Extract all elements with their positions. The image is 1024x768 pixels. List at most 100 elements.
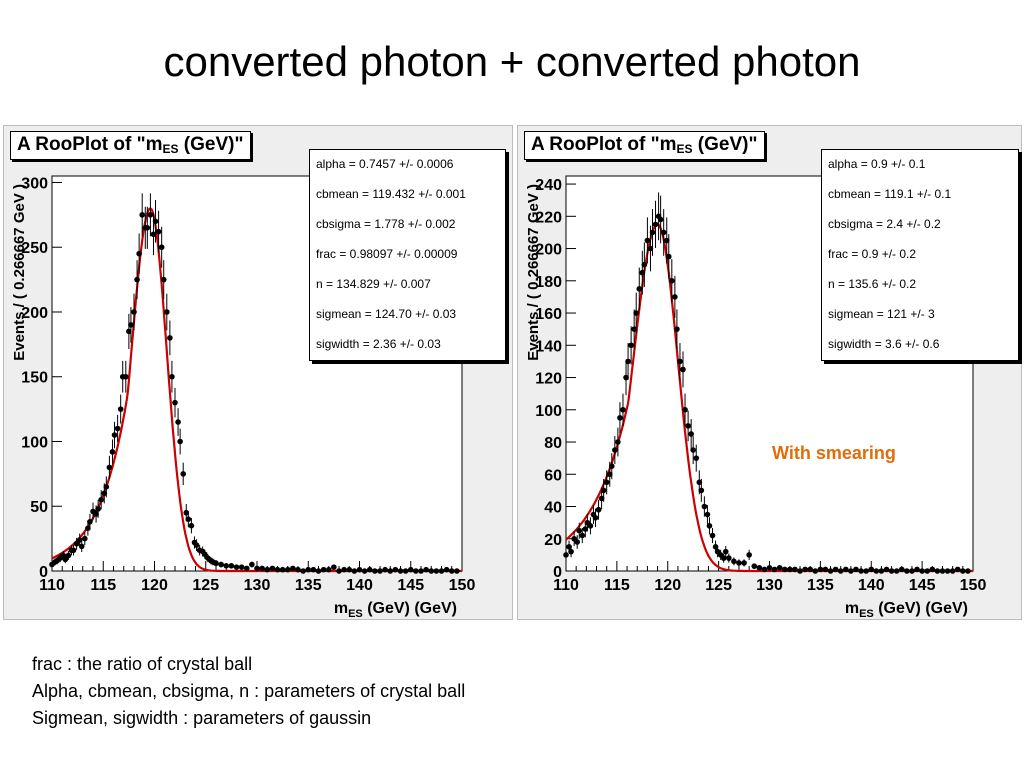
note-line: Sigmean, sigwidth : parameters of gaussi… <box>32 708 372 728</box>
data-point <box>448 568 455 574</box>
data-point <box>106 464 113 471</box>
data-point <box>98 496 104 503</box>
data-point <box>454 568 460 574</box>
x-axis-label: mES (GeV) (GeV) <box>334 600 457 620</box>
x-axis-label-prefix: m <box>334 600 348 617</box>
data-point <box>372 568 378 574</box>
y-tick-label: 220 <box>535 209 562 226</box>
data-point <box>264 566 271 573</box>
data-point <box>720 555 727 561</box>
data-point <box>65 552 72 559</box>
y-tick-label: 140 <box>535 338 562 355</box>
data-point <box>243 565 250 572</box>
data-point <box>433 568 440 574</box>
data-point <box>677 358 683 365</box>
y-tick-label: 0 <box>39 564 48 581</box>
data-point <box>603 479 610 486</box>
data-point <box>649 229 656 236</box>
data-point <box>579 532 586 539</box>
data-point <box>756 564 763 571</box>
data-point <box>167 335 173 341</box>
x-tick-label: 145 <box>909 577 936 594</box>
data-point <box>680 366 686 373</box>
data-point <box>305 566 312 573</box>
fit-parameter-row: cbsigma = 2.4 +/- 0.2 <box>828 217 941 231</box>
data-point <box>346 566 353 573</box>
data-point <box>300 568 306 574</box>
data-point <box>109 449 116 455</box>
data-point <box>177 438 183 445</box>
y-tick-label: 180 <box>535 274 562 291</box>
data-point <box>726 555 732 561</box>
data-point <box>172 399 178 406</box>
fit-parameter-row: n = 134.829 +/- 0.007 <box>316 277 431 291</box>
data-point <box>95 506 101 512</box>
y-tick-label: 160 <box>535 306 562 323</box>
right-rooplot-panel: 0 20 40 60 80 100 120 140 160 180 200 220 240 110 115 1… <box>517 125 1022 620</box>
data-point <box>325 566 332 573</box>
data-point <box>736 560 742 566</box>
data-point <box>201 551 208 557</box>
data-point <box>608 463 615 470</box>
left-rooplot-panel: 0 50 100 150 200 250 300 110 115 120 125 130 135 140 1… <box>3 125 513 620</box>
data-point <box>741 560 747 566</box>
data-point <box>690 447 696 453</box>
data-point <box>78 543 85 550</box>
data-point <box>290 565 296 572</box>
data-point <box>746 552 752 558</box>
data-point <box>592 514 599 521</box>
data-point <box>878 568 885 574</box>
y-tick-label: 200 <box>21 305 48 322</box>
data-point <box>848 568 854 574</box>
data-point <box>802 566 808 573</box>
data-point <box>698 487 705 494</box>
data-point <box>761 566 768 573</box>
data-point <box>751 563 758 569</box>
data-point <box>155 228 162 235</box>
data-point <box>766 564 773 571</box>
data-point <box>101 490 108 497</box>
data-point <box>582 526 589 532</box>
data-point <box>188 522 195 529</box>
data-point <box>563 552 569 558</box>
y-axis-label: Events / ( 0.266667 GeV ) <box>11 184 28 361</box>
y-tick-label: 20 <box>544 532 562 549</box>
data-point <box>663 237 670 244</box>
data-point <box>566 544 572 550</box>
data-point <box>771 566 778 573</box>
data-point <box>274 566 281 573</box>
data-point <box>418 568 424 574</box>
data-point <box>617 415 623 421</box>
data-point <box>863 568 869 574</box>
data-point <box>843 566 849 573</box>
data-point <box>704 511 711 518</box>
data-point <box>929 566 936 573</box>
x-axis-label-prefix: m <box>845 600 859 617</box>
x-tick-label: 150 <box>449 577 476 594</box>
data-point <box>682 406 688 413</box>
data-point <box>631 326 637 332</box>
data-point <box>625 358 631 365</box>
data-point <box>568 548 574 555</box>
data-point <box>657 216 664 223</box>
y-tick-label: 50 <box>30 499 48 516</box>
fit-parameter-row: alpha = 0.7457 +/- 0.0006 <box>316 157 454 171</box>
x-axis-label-suffix: (GeV) (GeV) <box>363 600 457 617</box>
right-plot-title-sub: ES <box>676 142 693 156</box>
data-point <box>853 566 859 573</box>
fit-parameter-row: cbmean = 119.1 +/- 0.1 <box>828 187 952 201</box>
data-point <box>965 568 971 574</box>
x-tick-label: 135 <box>295 577 322 594</box>
data-point <box>685 423 691 429</box>
data-point <box>259 565 265 572</box>
data-point <box>574 539 580 545</box>
right-plot-title-suffix: (GeV)" <box>692 134 758 155</box>
y-tick-label: 100 <box>535 403 562 420</box>
data-point <box>600 487 607 494</box>
data-point <box>428 568 435 574</box>
data-point <box>341 566 347 573</box>
data-point <box>366 566 373 573</box>
x-tick-label: 120 <box>654 577 681 594</box>
data-point <box>73 541 80 547</box>
data-point <box>960 568 966 574</box>
